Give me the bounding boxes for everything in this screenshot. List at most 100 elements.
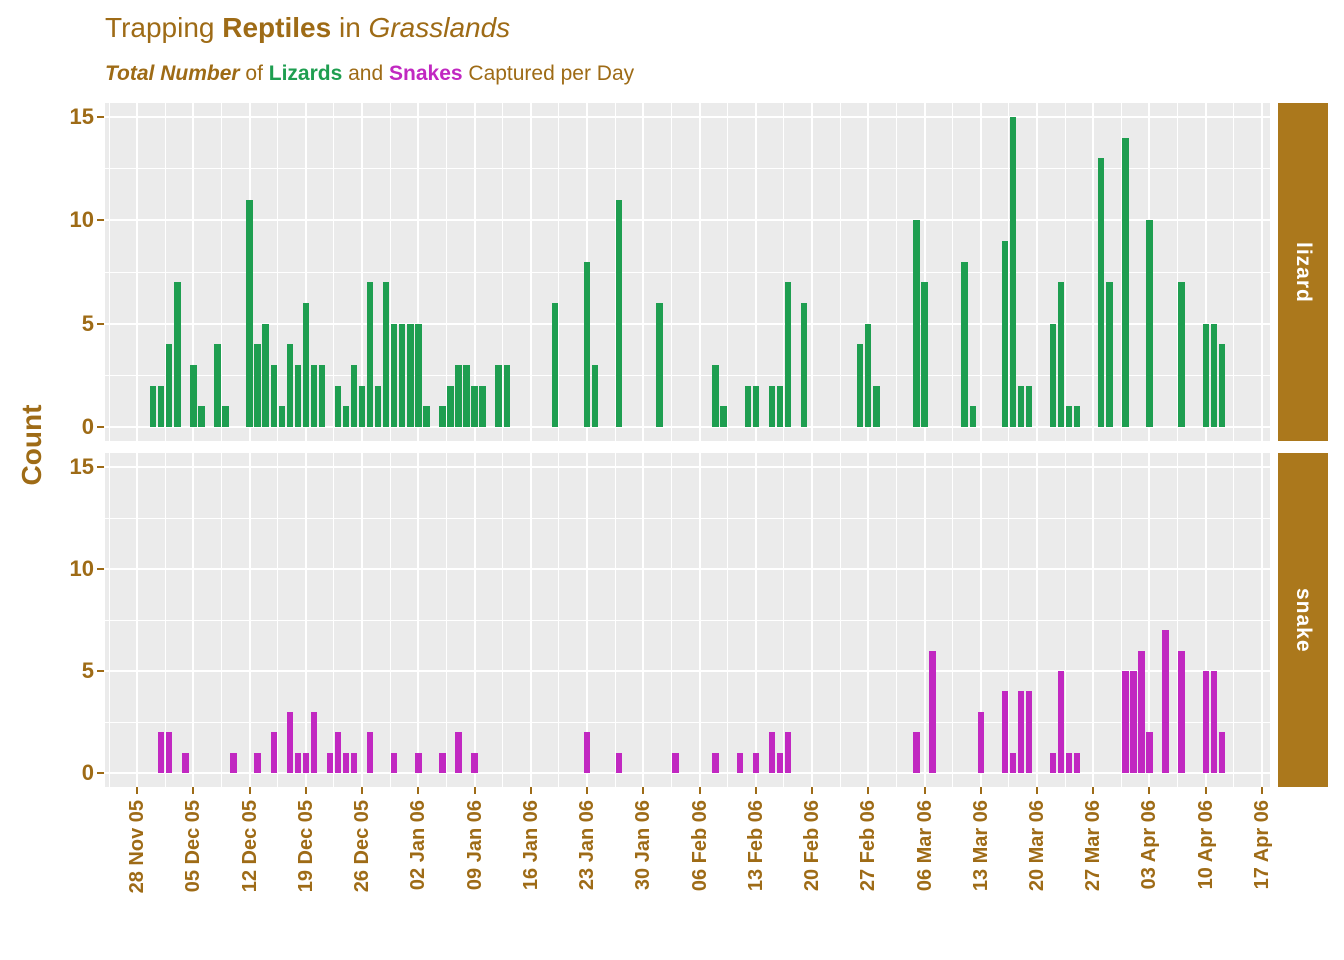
bar-snake xyxy=(929,650,936,773)
chart-title-part1: Trapping xyxy=(105,12,223,43)
x-tick-mark xyxy=(417,787,420,794)
gridline-major-v xyxy=(642,453,645,787)
gridline-major-v xyxy=(361,103,364,441)
gridline-major-v xyxy=(136,103,139,441)
bar-snake xyxy=(784,732,792,773)
bar-lizard xyxy=(374,385,382,427)
chart-title-part4: Grasslands xyxy=(368,12,511,43)
x-tick-mark xyxy=(1148,787,1151,794)
x-tick-mark xyxy=(586,787,589,794)
gridline-minor-h xyxy=(105,517,1270,519)
bar-snake xyxy=(776,752,784,773)
x-tick-mark xyxy=(1204,787,1207,794)
bar-lizard xyxy=(318,365,326,427)
bar-snake xyxy=(1065,752,1073,773)
chart-subtitle-part1: Total Number xyxy=(105,62,240,85)
bar-lizard xyxy=(358,385,366,427)
gridline-major-h xyxy=(105,426,1270,428)
bar-snake xyxy=(672,752,679,773)
bar-lizard xyxy=(1178,282,1185,427)
bar-lizard xyxy=(1098,158,1105,427)
x-tick-label: 17 Apr 06 xyxy=(1250,800,1273,890)
x-tick-mark xyxy=(1260,787,1263,794)
y-axis-title: Count xyxy=(16,404,47,486)
bar-lizard xyxy=(591,365,599,427)
gridline-minor-v xyxy=(952,453,954,787)
bar-lizard xyxy=(302,303,310,427)
bar-lizard xyxy=(310,365,318,427)
gridline-minor-v xyxy=(389,453,391,787)
gridline-minor-v xyxy=(108,453,110,787)
gridline-major-h xyxy=(105,568,1270,570)
panel-snake xyxy=(105,453,1270,787)
bar-snake xyxy=(712,752,719,773)
chart-subtitle-part4: and xyxy=(342,62,389,85)
bar-lizard xyxy=(150,385,157,427)
bar-lizard xyxy=(1065,406,1073,427)
x-tick-label: 20 Mar 06 xyxy=(1026,800,1048,892)
gridline-major-v xyxy=(417,453,420,787)
bar-lizard xyxy=(158,385,165,427)
bar-snake xyxy=(1057,671,1065,773)
y-tick-label: 15 xyxy=(69,454,94,479)
bar-snake xyxy=(270,732,277,773)
bar-lizard xyxy=(744,385,751,427)
gridline-major-v xyxy=(1260,453,1263,787)
bar-lizard xyxy=(407,323,414,427)
bar-lizard xyxy=(342,406,350,427)
chart-subtitle-snakes: Snakes xyxy=(389,62,463,85)
bar-lizard xyxy=(222,406,229,427)
bar-lizard xyxy=(1210,323,1217,427)
bar-snake xyxy=(182,752,189,773)
facet-strip-lizard-label: lizard xyxy=(1292,241,1315,303)
bar-lizard xyxy=(873,385,880,427)
bar-lizard xyxy=(262,323,269,427)
gridline-minor-v xyxy=(1120,453,1122,787)
gridline-minor-v xyxy=(727,103,729,441)
gridline-major-v xyxy=(1148,453,1151,787)
bar-lizard xyxy=(784,282,792,427)
bar-lizard xyxy=(198,406,205,427)
bar-snake xyxy=(1001,691,1009,773)
bar-lizard xyxy=(214,344,221,427)
x-tick-mark xyxy=(304,787,307,794)
bar-snake xyxy=(1202,671,1209,773)
bar-lizard xyxy=(399,323,406,427)
bar-snake xyxy=(1178,650,1185,773)
bar-lizard xyxy=(865,323,872,427)
bar-lizard xyxy=(1146,220,1153,427)
x-tick-label: 20 Feb 06 xyxy=(801,800,824,892)
gridline-minor-v xyxy=(277,453,279,787)
y-tick-mark xyxy=(97,219,104,222)
chart-subtitle: Total Number of Lizards and Snakes Captu… xyxy=(105,62,634,86)
gridline-minor-v xyxy=(839,103,841,441)
bar-snake xyxy=(334,732,342,773)
bar-lizard xyxy=(921,282,928,427)
gridline-minor-v xyxy=(952,103,954,441)
chart-subtitle-lizards: Lizards xyxy=(268,62,343,85)
bar-lizard xyxy=(961,261,968,427)
gridline-minor-v xyxy=(895,103,897,441)
x-tick-mark xyxy=(811,787,814,794)
bar-snake xyxy=(1049,752,1057,773)
bar-snake xyxy=(1009,752,1017,773)
bar-snake xyxy=(158,732,165,773)
gridline-major-v xyxy=(867,103,870,441)
x-tick-mark xyxy=(248,787,251,794)
bar-snake xyxy=(166,732,173,773)
bar-lizard xyxy=(1202,323,1209,427)
bar-lizard xyxy=(366,282,374,427)
bar-lizard xyxy=(246,199,253,427)
bar-snake xyxy=(294,752,302,773)
bar-lizard xyxy=(471,385,478,427)
x-tick-label: 13 Mar 06 xyxy=(969,800,992,892)
gridline-major-v xyxy=(1092,453,1095,787)
gridline-minor-v xyxy=(783,453,785,787)
gridline-minor-v xyxy=(1064,103,1066,441)
y-tick-mark xyxy=(97,466,104,468)
gridline-minor-v xyxy=(445,103,447,441)
bar-snake xyxy=(1130,671,1137,773)
y-tick-mark xyxy=(97,568,104,570)
x-tick-label: 27 Feb 06 xyxy=(857,800,880,892)
